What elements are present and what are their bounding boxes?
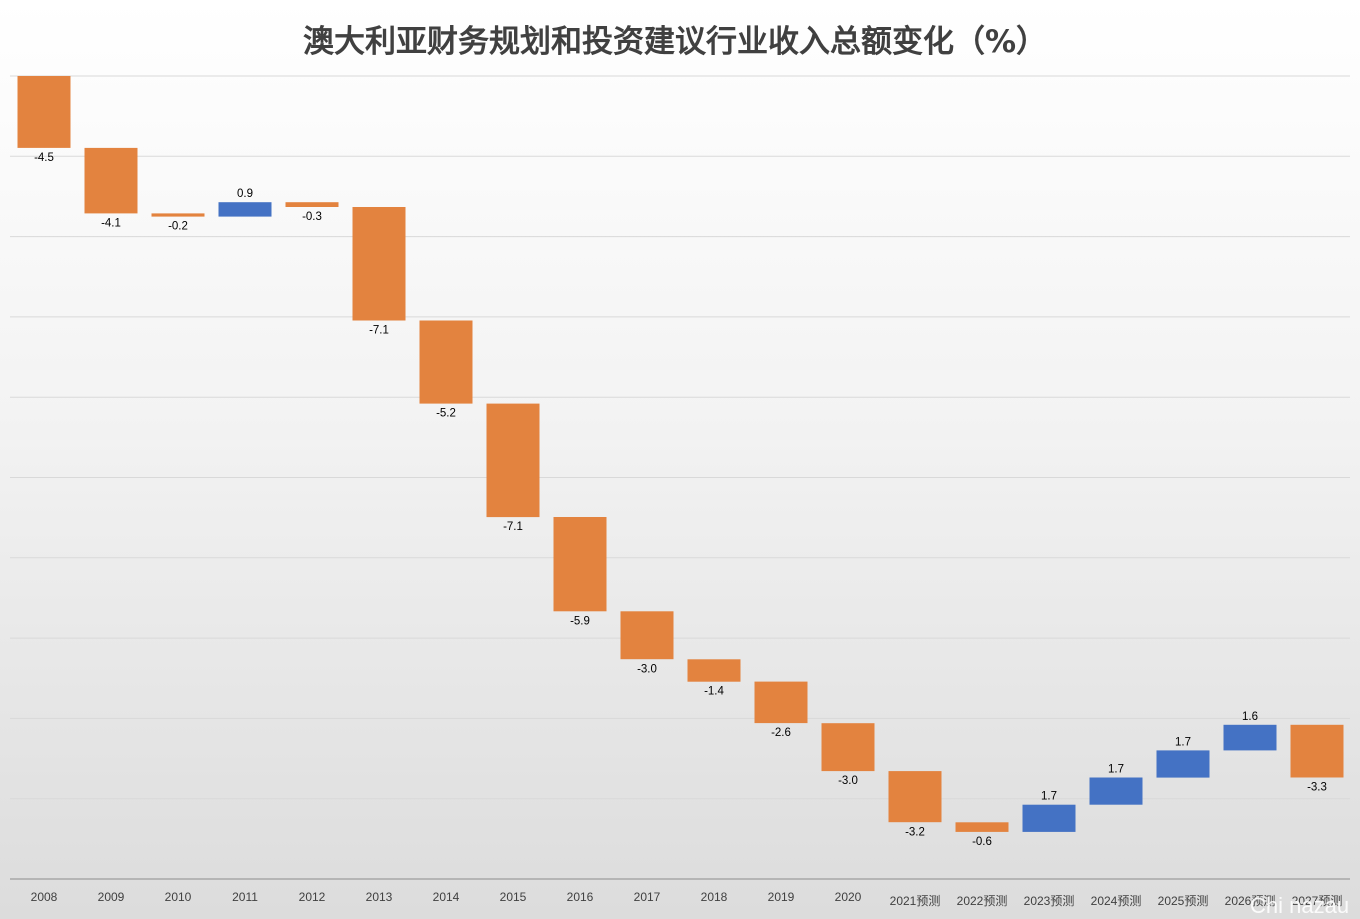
- x-axis-tick-labels: 2008 2009 2010 2011 2012 2013 2014 2015 2016 2017…: [31, 890, 1343, 908]
- watermark-text: Chi nazau: [1250, 893, 1349, 918]
- bar-2026预测: [1223, 724, 1277, 751]
- data-label-2018: -1.4: [704, 686, 724, 698]
- data-label-2019: -2.6: [771, 727, 791, 739]
- bars: [17, 76, 1344, 832]
- tick-label-2023预测: 2023预测: [1024, 894, 1075, 908]
- tick-label-2015: 2015: [500, 890, 527, 904]
- data-label-2021预测: -3.2: [905, 826, 925, 838]
- tick-label-2024预测: 2024预测: [1091, 894, 1142, 908]
- data-label-2010: -0.2: [168, 221, 188, 233]
- data-label-2016: -5.9: [570, 615, 590, 627]
- data-label-2014: -5.2: [436, 408, 456, 420]
- bar-2014: [419, 320, 473, 404]
- tick-label-2014: 2014: [433, 890, 460, 904]
- bar-2018: [687, 659, 741, 682]
- data-label-2008: -4.5: [34, 152, 54, 164]
- chart-title: 澳大利亚财务规划和投资建议行业收入总额变化（%）: [303, 24, 1047, 60]
- data-label-2022预测: -0.6: [972, 836, 992, 848]
- data-label-2025预测: 1.7: [1175, 736, 1191, 748]
- data-label-2011: 0.9: [237, 188, 253, 200]
- tick-label-2012: 2012: [299, 890, 326, 904]
- bar-2022预测: [955, 822, 1009, 832]
- data-label-2015: -7.1: [503, 521, 523, 533]
- tick-label-2025预测: 2025预测: [1158, 894, 1209, 908]
- gridlines: [10, 75, 1350, 880]
- bar-2021预测: [888, 771, 942, 823]
- tick-label-2016: 2016: [567, 890, 594, 904]
- data-label-2027预测: -3.3: [1307, 782, 1327, 794]
- tick-label-2022预测: 2022预测: [957, 894, 1008, 908]
- tick-label-2009: 2009: [98, 890, 125, 904]
- bar-2017: [620, 611, 674, 660]
- data-label-2024预测: 1.7: [1108, 764, 1124, 776]
- bar-2008: [17, 76, 71, 148]
- bar-2009: [84, 147, 138, 214]
- bar-2016: [553, 517, 607, 612]
- tick-label-2026预测: 2026预测: [1225, 894, 1276, 908]
- bar-2020: [821, 723, 875, 772]
- data-label-2017: -3.0: [637, 663, 657, 675]
- tick-label-2013: 2013: [366, 890, 393, 904]
- tick-label-2027预测: 2027预测: [1292, 894, 1343, 908]
- bar-2012: [285, 202, 339, 207]
- bar-2019: [754, 681, 808, 724]
- bar-2025预测: [1156, 750, 1210, 778]
- bar-2027预测: [1290, 724, 1344, 778]
- data-label-2026预测: 1.6: [1242, 711, 1258, 723]
- tick-label-2017: 2017: [634, 890, 661, 904]
- data-label-2009: -4.1: [101, 217, 121, 229]
- bar-2010: [151, 213, 205, 217]
- tick-label-2021预测: 2021预测: [890, 894, 941, 908]
- bar-2011: [218, 202, 272, 217]
- data-label-2013: -7.1: [369, 325, 389, 337]
- bar-2024预测: [1089, 777, 1143, 805]
- data-labels: -4.5 -4.1 -0.2 0.9 -0.3 -7.1 -5.2 -7.1 -5.9 -3.0 -…: [34, 152, 1327, 848]
- bar-2023预测: [1022, 804, 1076, 832]
- bar-2013: [352, 207, 406, 321]
- data-label-2020: -3.0: [838, 775, 858, 787]
- tick-label-2011: 2011: [232, 890, 258, 904]
- bar-2015: [486, 403, 540, 518]
- tick-label-2018: 2018: [701, 890, 728, 904]
- tick-label-2019: 2019: [768, 890, 795, 904]
- tick-label-2010: 2010: [165, 890, 192, 904]
- tick-label-2020: 2020: [835, 890, 862, 904]
- tick-label-2008: 2008: [31, 890, 58, 904]
- data-label-2012: -0.3: [302, 211, 322, 223]
- data-label-2023预测: 1.7: [1041, 791, 1057, 803]
